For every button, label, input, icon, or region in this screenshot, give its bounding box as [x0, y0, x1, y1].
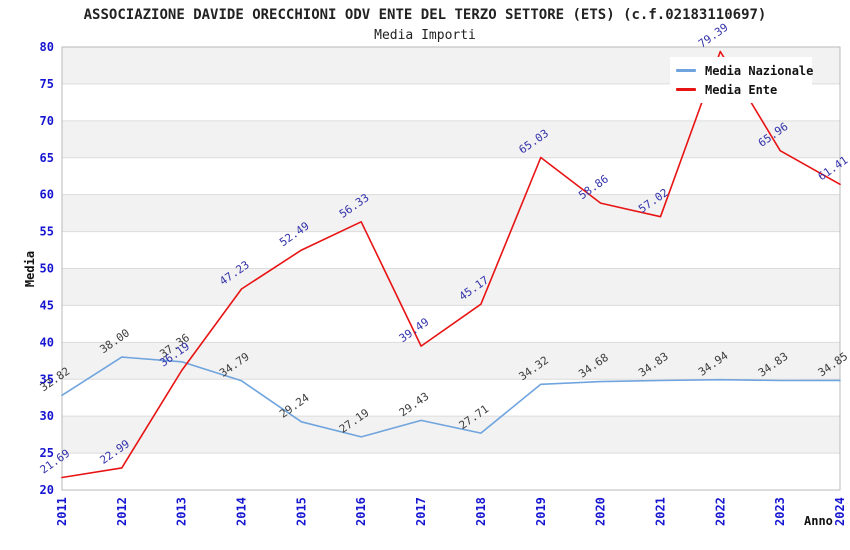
y-tick-label: 45 [40, 298, 54, 312]
x-tick-label: 2022 [713, 497, 727, 526]
plot-band [62, 416, 840, 454]
y-tick-label: 60 [40, 188, 54, 202]
plot-band [62, 268, 840, 306]
plot-band [62, 194, 840, 232]
y-tick-label: 20 [40, 483, 54, 497]
series-line-media-nazionale [61, 356, 841, 438]
y-tick-label: 65 [40, 151, 54, 165]
legend-label-media-nazionale: Media Nazionale [705, 63, 814, 78]
x-tick-label: 2013 [175, 497, 189, 526]
y-tick-label: 30 [40, 409, 54, 423]
plot-band [62, 120, 840, 158]
y-tick-label: 40 [40, 335, 54, 349]
chart-subtitle: Media Importi [374, 28, 476, 43]
x-tick-label: 2011 [55, 497, 69, 526]
x-tick-label: 2023 [773, 497, 787, 526]
chart-title: ASSOCIAZIONE DAVIDE ORECCHIONI ODV ENTE … [83, 7, 767, 23]
y-tick-label: 80 [40, 40, 54, 54]
y-tick-label: 25 [40, 446, 54, 460]
x-tick-label: 2024 [833, 497, 847, 526]
x-tick-label: 2012 [115, 497, 129, 526]
legend-item-media-ente[interactable]: Media Ente [676, 80, 812, 99]
legend-item-media-nazionale[interactable]: Media Nazionale [676, 61, 814, 80]
y-tick-label: 55 [40, 225, 54, 239]
y-tick-label: 35 [40, 372, 54, 386]
x-tick-label: 2017 [414, 497, 428, 526]
plot-band [62, 453, 840, 490]
plot-band [62, 231, 840, 269]
y-tick-label: 75 [40, 77, 54, 91]
plot-band [62, 379, 840, 417]
x-tick-label: 2014 [235, 497, 249, 526]
y-tick-label: 70 [40, 114, 54, 128]
x-tick-label: 2015 [294, 497, 308, 526]
x-tick-label: 2018 [474, 497, 488, 526]
x-axis-title: Anno [804, 514, 833, 528]
legend-swatch-media-ente-icon [676, 88, 696, 91]
x-tick-label: 2020 [594, 497, 608, 526]
y-tick-label: 50 [40, 262, 54, 276]
plot-band [62, 342, 840, 380]
x-tick-label: 2019 [534, 497, 548, 526]
legend-label-media-ente: Media Ente [705, 82, 778, 97]
x-tick-label: 2021 [654, 497, 668, 526]
plot-border [61, 46, 841, 491]
y-axis-title: Media [23, 250, 38, 288]
legend: Media Nazionale Media Ente [670, 57, 814, 103]
x-tick-label: 2016 [354, 497, 368, 526]
plot-band [62, 157, 840, 195]
plot-band [62, 305, 840, 343]
legend-swatch-media-nazionale-icon [676, 69, 696, 72]
